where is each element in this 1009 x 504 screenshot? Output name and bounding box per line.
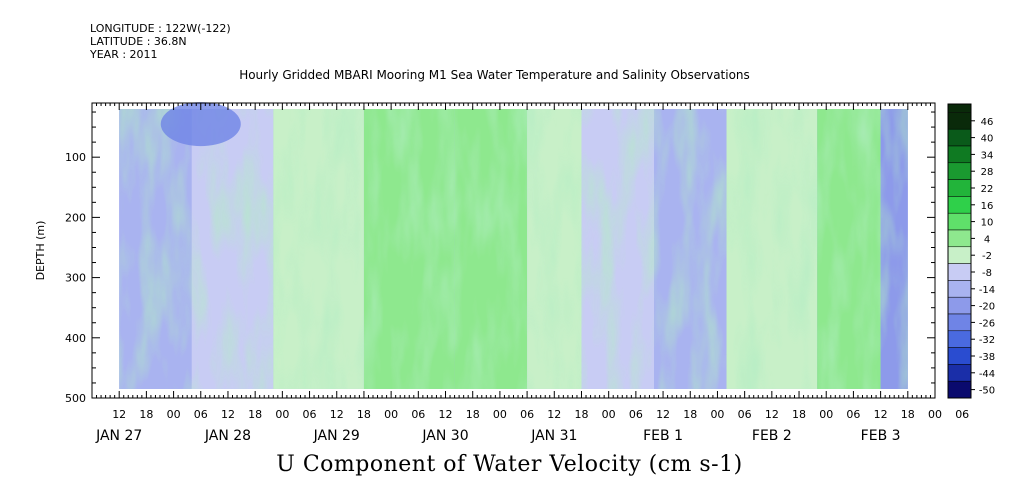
- x-date-label: FEB 1: [643, 428, 683, 444]
- colorbar-label: -38: [979, 352, 995, 363]
- colorbar-swatch: [947, 145, 972, 164]
- x-date-label: JAN 31: [530, 428, 577, 444]
- x-tick-label: 00: [710, 408, 724, 421]
- x-tick-label: 18: [139, 408, 153, 421]
- x-date-label: JAN 27: [95, 428, 142, 444]
- x-tick-label: 00: [167, 408, 181, 421]
- x-tick-label: 12: [656, 408, 670, 421]
- y-tick-label: 200: [65, 211, 86, 224]
- x-tick-label: 18: [683, 408, 697, 421]
- colorbar-label: 40: [981, 134, 994, 145]
- x-tick-label: 00: [275, 408, 289, 421]
- colorbar-label: 22: [981, 184, 994, 195]
- colorbar-label: 10: [981, 218, 994, 229]
- colorbar-label: -14: [979, 285, 995, 296]
- y-tick-label: 100: [65, 151, 86, 164]
- x-tick-label: 00: [819, 408, 833, 421]
- x-tick-label: 06: [846, 408, 860, 421]
- year-label: YEAR : 2011: [90, 48, 158, 61]
- heatmap-cell: [160, 102, 241, 147]
- heatmap-chart: 12 18 00 06 12 18 00 06 12 18 00 06 12 18 00 06 12 18 00 06…: [34, 102, 995, 444]
- x-tick-label: 06: [955, 408, 969, 421]
- colorbar-swatch: [947, 364, 972, 382]
- colorbar-label: 4: [984, 234, 990, 245]
- x-tick-label: 12: [547, 408, 561, 421]
- x-tick-label: 06: [411, 408, 425, 421]
- colorbar-swatch: [947, 128, 972, 147]
- heatmap-texture: [119, 109, 908, 389]
- colorbar-swatch: [947, 246, 972, 264]
- x-tick-label: 12: [221, 408, 235, 421]
- colorbar-label: -44: [979, 369, 995, 380]
- colorbar-swatch: [947, 162, 972, 180]
- colorbar-label: 34: [981, 150, 994, 161]
- x-tick-label: 12: [874, 408, 888, 421]
- chart-title: Hourly Gridded MBARI Mooring M1 Sea Wate…: [239, 68, 750, 82]
- x-tick-label: 00: [928, 408, 942, 421]
- x-tick-label: 18: [357, 408, 371, 421]
- x-tick-label: 12: [765, 408, 779, 421]
- x-tick-label: 00: [493, 408, 507, 421]
- y-tick-label: 300: [65, 272, 86, 285]
- colorbar-label: -20: [979, 302, 995, 313]
- colorbar-swatch: [947, 380, 972, 399]
- x-tick-label: 18: [574, 408, 588, 421]
- latitude-label: LATITUDE : 36.8N: [90, 35, 187, 48]
- colorbar-swatch: [947, 112, 972, 130]
- colorbar-label: 28: [981, 167, 994, 178]
- colorbar-swatch: [947, 280, 972, 298]
- x-tick-label: 18: [792, 408, 806, 421]
- colorbar-label: 46: [981, 117, 994, 128]
- x-date-label: FEB 3: [861, 428, 901, 444]
- colorbar-label: -2: [982, 251, 992, 262]
- colorbar-label: -8: [982, 268, 992, 279]
- x-tick-label: 06: [520, 408, 534, 421]
- x-tick-label: 18: [248, 408, 262, 421]
- y-tick-label: 500: [65, 392, 86, 405]
- longitude-label: LONGITUDE : 122W(-122): [90, 22, 231, 35]
- colorbar-swatch: [947, 212, 972, 231]
- colorbar-frame: [947, 103, 972, 399]
- x-tick-label: 12: [330, 408, 344, 421]
- colorbar-cap: [948, 104, 971, 113]
- x-tick-label: 12: [112, 408, 126, 421]
- colorbar-swatch: [947, 196, 972, 214]
- colorbar-swatch: [947, 330, 972, 348]
- x-tick-label: 12: [439, 408, 453, 421]
- x-tick-label: 18: [466, 408, 480, 421]
- colorbar-label: -32: [979, 335, 995, 346]
- colorbar-swatch: [947, 296, 972, 315]
- colorbar-swatch: [947, 179, 972, 197]
- y-axis-label: DEPTH (m): [34, 221, 47, 281]
- x-tick-label: 00: [384, 408, 398, 421]
- colorbar-label: 16: [981, 201, 994, 212]
- x-tick-label: 18: [901, 408, 915, 421]
- x-tick-label: 06: [738, 408, 752, 421]
- x-tick-label: 00: [602, 408, 616, 421]
- x-tick-label: 06: [629, 408, 643, 421]
- x-date-label: FEB 2: [752, 428, 792, 444]
- colorbar-swatch: [947, 229, 972, 248]
- colorbar-label: -26: [979, 318, 995, 329]
- colorbar-swatch: [947, 313, 972, 332]
- colorbar-label: -50: [979, 386, 995, 397]
- x-tick-label: 06: [303, 408, 317, 421]
- y-tick-label: 400: [65, 332, 86, 345]
- x-tick-label: 06: [194, 408, 208, 421]
- x-date-label: JAN 30: [421, 428, 468, 444]
- colorbar-swatch: [947, 347, 972, 365]
- x-date-label: JAN 28: [204, 428, 251, 444]
- variable-label: U Component of Water Velocity (cm s-1): [276, 452, 743, 477]
- x-date-label: JAN 29: [313, 428, 360, 444]
- colorbar-swatch: [947, 263, 972, 281]
